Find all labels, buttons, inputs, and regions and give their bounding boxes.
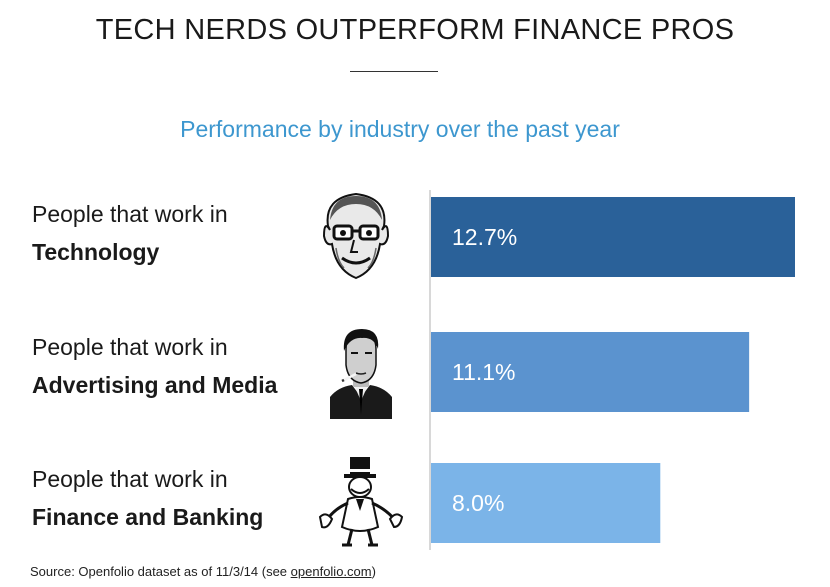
bar-value-label: 8.0% <box>452 490 504 516</box>
row-label-category: Advertising and Media <box>32 372 278 398</box>
row-label-line1: People that work in <box>32 466 228 492</box>
bar <box>431 197 795 277</box>
don-draper-portrait-icon <box>330 325 392 419</box>
row-label-category: Technology <box>32 239 160 265</box>
bar <box>431 332 750 412</box>
bar-value-label: 11.1% <box>452 359 516 385</box>
title-divider <box>350 71 438 72</box>
chart-subtitle: Performance by industry over the past ye… <box>180 116 620 142</box>
source-link[interactable]: openfolio.com <box>290 564 372 579</box>
row-label-line1: People that work in <box>32 334 228 360</box>
monopoly-man-icon <box>318 457 404 547</box>
source-suffix: ) <box>371 564 376 579</box>
row-label-technology: People that work in Technology <box>32 195 228 271</box>
row-label-finance: People that work in Finance and Banking <box>32 460 263 536</box>
source-note: Source: Openfolio dataset as of 11/3/14 … <box>30 564 376 579</box>
bar-value-label: 12.7% <box>452 224 517 250</box>
bill-gates-portrait-icon <box>322 192 390 280</box>
bar <box>431 463 661 543</box>
row-label-advertising: People that work in Advertising and Medi… <box>32 328 277 404</box>
source-prefix: Source: Openfolio dataset as of 11/3/14 … <box>30 564 291 579</box>
row-label-category: Finance and Banking <box>32 504 264 530</box>
row-label-line1: People that work in <box>32 201 228 227</box>
chart-title: TECH NERDS OUTPERFORM FINANCE PROS <box>95 14 735 46</box>
